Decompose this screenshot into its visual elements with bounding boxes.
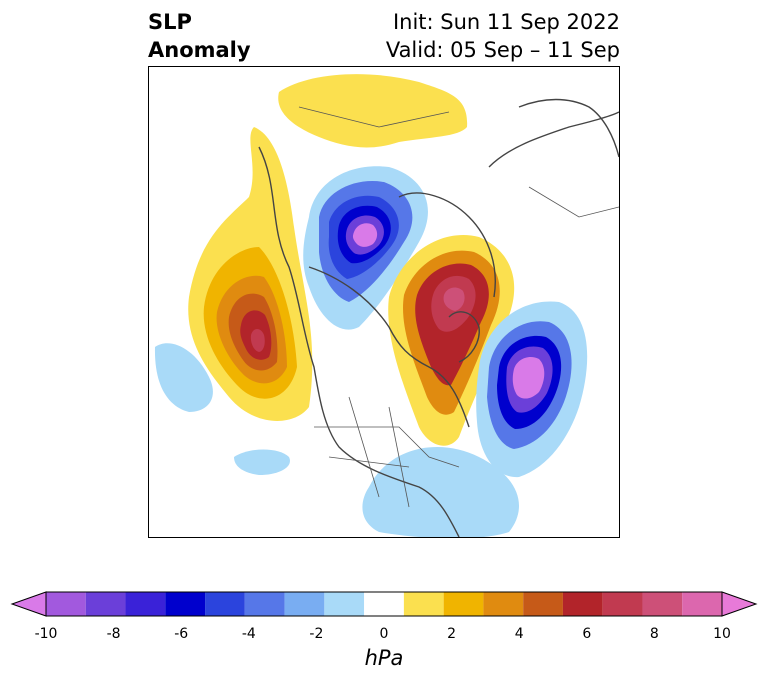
colorbar-swatch [284, 592, 325, 616]
valid-range: Valid: 05 Sep – 11 Sep [385, 38, 620, 62]
colorbar-tick-label: -4 [241, 626, 256, 642]
colorbar-tick-label: 8 [649, 626, 659, 642]
colorbar-swatch [205, 592, 245, 616]
colorbar-swatch [682, 592, 722, 616]
colorbar-extend-high [721, 591, 758, 617]
colorbar-tick-label: -2 [309, 626, 324, 642]
init-date: Init: Sun 11 Sep 2022 [392, 10, 620, 34]
coastlines [258, 98, 619, 537]
colorbar-swatch [483, 592, 524, 616]
anomaly-positive-greenland [388, 235, 515, 446]
anomaly-positive-west-coast [188, 127, 313, 421]
colorbar-swatch [403, 592, 444, 616]
colorbar-swatch [244, 592, 285, 616]
colorbar-swatch [364, 592, 404, 616]
anomaly-negative-atlantic [476, 301, 588, 478]
map-title: SLP Anomaly [148, 8, 251, 64]
map-dates: Init: Sun 11 Sep 2022 Valid: 05 Sep – 11… [386, 8, 620, 64]
colorbar [10, 591, 758, 617]
anomaly-blob-negative-pacific [154, 343, 213, 412]
colorbar-swatch [562, 592, 603, 616]
borders [298, 106, 619, 508]
colorbar-swatch [46, 592, 86, 616]
colorbar-swatch [523, 592, 563, 616]
colorbar-swatch [642, 592, 683, 616]
map-canvas [154, 74, 619, 537]
colorbar-swatch [125, 592, 166, 616]
colorbar-swatch [602, 592, 643, 616]
anomaly-map [148, 66, 620, 538]
colorbar-tick-label: -10 [34, 626, 58, 642]
colorbar-swatch [324, 592, 365, 616]
colorbar-tick-label: -8 [106, 626, 121, 642]
colorbar-tick-label: 4 [514, 626, 524, 642]
colorbar-tick-label: 10 [713, 626, 731, 642]
title-field: Anomaly [148, 38, 251, 62]
colorbar-outline [45, 591, 723, 617]
anomaly-negative-arctic [303, 166, 428, 330]
title-variable: SLP [148, 10, 192, 34]
colorbar-swatch [165, 592, 206, 616]
colorbar-swatch [443, 592, 484, 616]
colorbar-tick-label: 0 [379, 626, 389, 642]
colorbar-tick-label: 6 [582, 626, 592, 642]
colorbar-unit: hPa [364, 646, 404, 670]
colorbar-tick-label: -6 [174, 626, 189, 642]
colorbar-tick-label: 2 [447, 626, 457, 642]
anomaly-negative-us-west [234, 449, 290, 475]
colorbar-extend-low [10, 591, 47, 617]
colorbar-swatch [85, 592, 126, 616]
anomaly-positive-russia [278, 74, 468, 148]
